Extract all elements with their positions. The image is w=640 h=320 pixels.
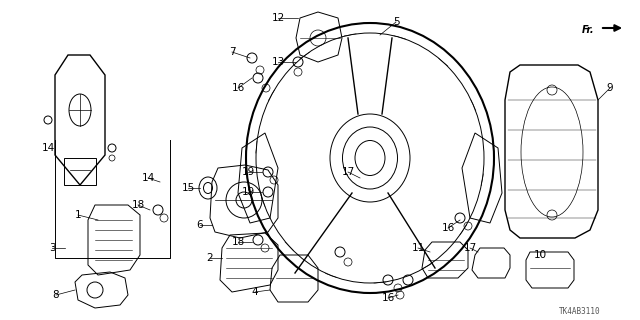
Text: 11: 11 bbox=[412, 243, 424, 253]
Text: 16: 16 bbox=[442, 223, 454, 233]
Text: 3: 3 bbox=[49, 243, 55, 253]
Text: 2: 2 bbox=[207, 253, 213, 263]
Text: 4: 4 bbox=[252, 287, 259, 297]
Text: 18: 18 bbox=[232, 237, 244, 247]
Text: 16: 16 bbox=[381, 293, 395, 303]
Text: 19: 19 bbox=[241, 187, 255, 197]
Text: 9: 9 bbox=[607, 83, 613, 93]
Text: 13: 13 bbox=[271, 57, 285, 67]
Text: 12: 12 bbox=[271, 13, 285, 23]
Text: 6: 6 bbox=[196, 220, 204, 230]
Text: 14: 14 bbox=[141, 173, 155, 183]
Text: 17: 17 bbox=[341, 167, 355, 177]
Text: Fr.: Fr. bbox=[581, 25, 594, 35]
Text: 8: 8 bbox=[52, 290, 60, 300]
Text: 18: 18 bbox=[131, 200, 145, 210]
Text: 10: 10 bbox=[533, 250, 547, 260]
Text: 16: 16 bbox=[232, 83, 244, 93]
Text: 17: 17 bbox=[463, 243, 477, 253]
Text: 15: 15 bbox=[181, 183, 195, 193]
Text: TK4AB3110: TK4AB3110 bbox=[559, 308, 601, 316]
Text: 7: 7 bbox=[228, 47, 236, 57]
Text: 5: 5 bbox=[393, 17, 399, 27]
Text: 1: 1 bbox=[75, 210, 81, 220]
Text: 19: 19 bbox=[241, 167, 255, 177]
Text: 14: 14 bbox=[42, 143, 54, 153]
